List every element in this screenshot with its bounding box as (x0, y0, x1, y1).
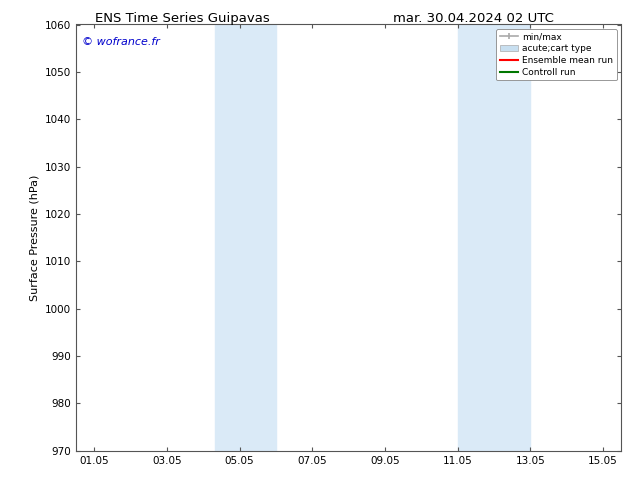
Legend: min/max, acute;cart type, Ensemble mean run, Controll run: min/max, acute;cart type, Ensemble mean … (496, 29, 617, 80)
Text: mar. 30.04.2024 02 UTC: mar. 30.04.2024 02 UTC (393, 12, 554, 25)
Bar (216, 24, 276, 451)
Bar (458, 24, 531, 451)
Text: ENS Time Series Guipavas: ENS Time Series Guipavas (95, 12, 270, 25)
Text: © wofrance.fr: © wofrance.fr (82, 37, 159, 48)
Y-axis label: Surface Pressure (hPa): Surface Pressure (hPa) (29, 174, 39, 301)
